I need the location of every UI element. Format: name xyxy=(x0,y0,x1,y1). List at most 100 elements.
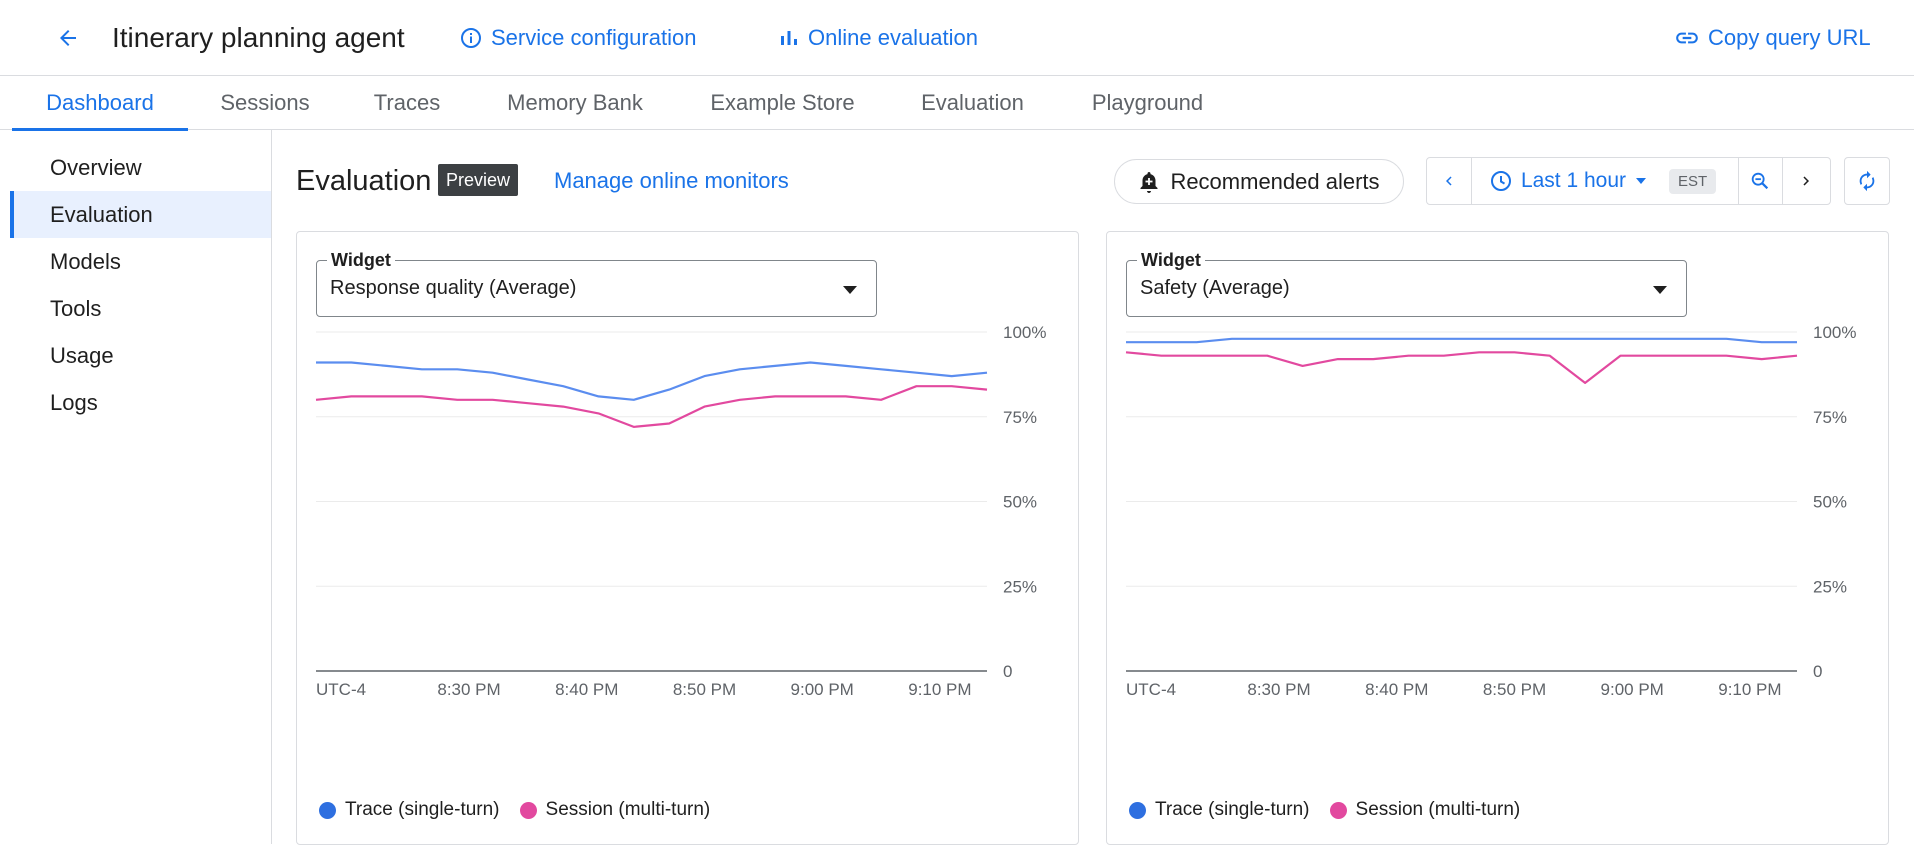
back-button[interactable] xyxy=(52,22,84,54)
x-tick-label: 8:40 PM xyxy=(555,680,618,699)
sidebar: Overview Evaluation Models Tools Usage L… xyxy=(0,130,272,844)
trace-series-line xyxy=(1126,337,1797,344)
bar-chart-icon xyxy=(781,31,797,45)
time-range-selector[interactable]: Last 1 hour xyxy=(1471,158,1666,204)
recommended-alerts-label: Recommended alerts xyxy=(1170,168,1380,194)
refresh-button[interactable] xyxy=(1844,157,1890,205)
clock-icon xyxy=(1490,171,1511,191)
time-prev-button[interactable] xyxy=(1427,158,1471,204)
chevron-right-icon xyxy=(1803,176,1809,186)
chevron-left-icon xyxy=(1446,176,1452,186)
legend-item-session[interactable]: Session (multi-turn) xyxy=(1329,799,1521,821)
legend-label: Trace (single-turn) xyxy=(1155,799,1310,820)
autorenew-icon xyxy=(1859,170,1875,192)
widget-select-value: Response quality (Average) xyxy=(330,277,577,299)
recommended-alerts-button[interactable]: Recommended alerts xyxy=(1114,159,1404,204)
session-series-line xyxy=(315,385,988,428)
x-tick-label: 8:30 PM xyxy=(1247,680,1310,699)
widget-select-value: Safety (Average) xyxy=(1140,277,1290,299)
trace-legend-dot xyxy=(1129,801,1146,819)
y-tick-label: 75% xyxy=(1003,408,1037,427)
copy-query-url-label: Copy query URL xyxy=(1708,25,1871,50)
y-tick-label: 100% xyxy=(1813,323,1856,342)
safety-chart: 0 25% 50% 75% 100% UTC-4 8:30 PM 8:40 PM 8:50 PM… xyxy=(1125,323,1856,699)
time-range-control: Last 1 hour EST xyxy=(1426,157,1831,205)
time-next-button[interactable] xyxy=(1782,158,1830,204)
x-tick-label: 8:50 PM xyxy=(1483,680,1546,699)
x-tick-label: 9:10 PM xyxy=(1718,680,1781,699)
session-legend-dot xyxy=(519,801,537,819)
y-tick-label: 25% xyxy=(1813,577,1847,596)
time-range-label: Last 1 hour xyxy=(1520,169,1627,192)
y-tick-label: 0 xyxy=(1813,662,1822,681)
y-tick-label: 25% xyxy=(1003,577,1037,596)
y-tick-label: 75% xyxy=(1813,408,1847,427)
y-tick-label: 50% xyxy=(1813,493,1847,512)
online-evaluation-label: Online evaluation xyxy=(808,25,979,50)
tab-sessions[interactable]: Sessions xyxy=(220,90,310,115)
link-icon xyxy=(1676,32,1698,44)
sidebar-item-tools[interactable]: Tools xyxy=(50,295,102,321)
service-configuration-label: Service configuration xyxy=(491,25,697,50)
x-tick-label: UTC-4 xyxy=(1126,680,1176,699)
x-tick-label: 8:40 PM xyxy=(1365,680,1428,699)
legend-label: Trace (single-turn) xyxy=(345,799,500,820)
safety-card: Widget Safety (Average) 0 25% 50% 75% 100% UT… xyxy=(1106,231,1889,845)
tab-playground[interactable]: Playground xyxy=(1091,90,1204,115)
zoom-out-icon xyxy=(1751,172,1769,190)
sidebar-item-overview[interactable]: Overview xyxy=(50,154,142,180)
section-title: Evaluation xyxy=(296,165,432,197)
preview-badge: Preview xyxy=(438,164,519,196)
y-tick-label: 50% xyxy=(1003,493,1037,512)
x-tick-label: 8:30 PM xyxy=(437,680,500,699)
legend-label: Session (multi-turn) xyxy=(545,799,711,820)
x-tick-label: 9:00 PM xyxy=(1601,680,1664,699)
tab-evaluation[interactable]: Evaluation xyxy=(921,90,1024,115)
tab-traces[interactable]: Traces xyxy=(373,90,441,115)
session-series-line xyxy=(1125,351,1798,384)
trace-series-line xyxy=(316,361,988,401)
x-tick-label: 9:00 PM xyxy=(791,680,854,699)
legend-item-trace[interactable]: Trace (single-turn) xyxy=(1129,799,1310,821)
top-header: Itinerary planning agent Service configu… xyxy=(0,0,1914,76)
chart-legend: Trace (single-turn) Session (multi-turn) xyxy=(1129,795,1520,825)
arrow-left-icon xyxy=(60,30,76,46)
copy-query-url-button[interactable]: Copy query URL xyxy=(1674,24,1871,52)
info-icon xyxy=(461,28,481,48)
service-configuration-link[interactable]: Service configuration xyxy=(459,24,696,52)
x-tick-label: UTC-4 xyxy=(316,680,366,699)
trace-legend-dot xyxy=(319,801,336,819)
response-quality-card: Widget Response quality (Average) 0 25% 50… xyxy=(296,231,1079,845)
caret-down-icon xyxy=(843,286,857,294)
bell-plus-icon xyxy=(1140,171,1158,193)
widget-select-label: Widget xyxy=(327,250,395,270)
widget-select[interactable]: Widget Safety (Average) xyxy=(1126,250,1687,317)
sidebar-item-usage[interactable]: Usage xyxy=(50,342,114,368)
tab-bar: Dashboard Sessions Traces Memory Bank Ex… xyxy=(0,76,1914,131)
x-tick-label: 9:10 PM xyxy=(908,680,971,699)
tab-example-store[interactable]: Example Store xyxy=(710,90,855,115)
zoom-out-button[interactable] xyxy=(1738,158,1782,204)
widget-select-label: Widget xyxy=(1137,250,1205,270)
tab-memory-bank[interactable]: Memory Bank xyxy=(507,90,643,115)
chart-legend: Trace (single-turn) Session (multi-turn) xyxy=(319,795,710,825)
page-title: Itinerary planning agent xyxy=(112,22,405,53)
manage-online-monitors-link[interactable]: Manage online monitors xyxy=(554,168,789,193)
y-tick-label: 0 xyxy=(1003,662,1012,681)
x-tick-label: 8:50 PM xyxy=(673,680,736,699)
sidebar-item-logs[interactable]: Logs xyxy=(50,389,98,415)
session-legend-dot xyxy=(1329,801,1347,819)
response-quality-chart: 0 25% 50% 75% 100% UTC-4 8:30 PM 8:40 PM 8:50 PM… xyxy=(315,323,1046,699)
legend-label: Session (multi-turn) xyxy=(1355,799,1521,820)
legend-item-session[interactable]: Session (multi-turn) xyxy=(519,799,711,821)
caret-down-icon xyxy=(1636,178,1647,184)
timezone-badge: EST xyxy=(1669,169,1717,194)
y-tick-label: 100% xyxy=(1003,323,1046,342)
widget-select[interactable]: Widget Response quality (Average) xyxy=(316,250,877,317)
tab-dashboard[interactable]: Dashboard xyxy=(12,76,188,131)
sidebar-item-models[interactable]: Models xyxy=(50,248,121,274)
caret-down-icon xyxy=(1653,286,1667,294)
online-evaluation-link[interactable]: Online evaluation xyxy=(778,24,978,52)
sidebar-item-evaluation[interactable]: Evaluation xyxy=(10,191,271,238)
legend-item-trace[interactable]: Trace (single-turn) xyxy=(319,799,500,821)
